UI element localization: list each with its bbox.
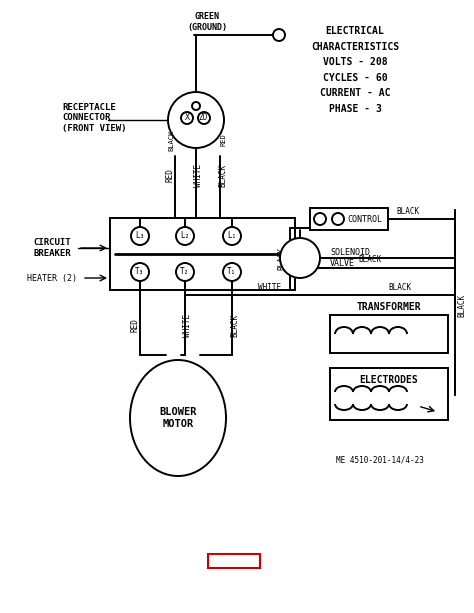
Text: HEATER (2): HEATER (2) [27, 273, 77, 283]
Circle shape [192, 102, 200, 110]
Text: ELECTRODES: ELECTRODES [360, 375, 419, 385]
Text: BLACK: BLACK [388, 283, 411, 292]
Bar [208, 554, 260, 568]
Text: BLACK: BLACK [219, 164, 228, 186]
Circle shape [273, 29, 285, 41]
Circle shape [223, 263, 241, 281]
Text: ZO: ZO [199, 113, 208, 123]
Text: T₃: T₃ [136, 267, 145, 276]
Circle shape [131, 263, 149, 281]
Text: BLACK: BLACK [230, 313, 239, 337]
Text: CONTROL: CONTROL [347, 215, 383, 224]
Text: BLACK: BLACK [277, 246, 286, 270]
Circle shape [198, 112, 210, 124]
Text: BLACK: BLACK [457, 294, 466, 316]
Circle shape [131, 227, 149, 245]
Text: L₂: L₂ [181, 232, 190, 240]
Text: L₃: L₃ [136, 232, 145, 240]
Text: T₂: T₂ [181, 267, 190, 276]
Circle shape [176, 227, 194, 245]
Text: SOLENOID
VALVE: SOLENOID VALVE [330, 248, 370, 268]
Circle shape [168, 92, 224, 148]
Circle shape [176, 263, 194, 281]
Bar [110, 218, 295, 290]
Text: BLACK: BLACK [396, 207, 419, 216]
Bar [330, 315, 448, 353]
Text: X: X [184, 113, 190, 123]
Text: WHITE: WHITE [194, 164, 203, 186]
Text: L₁: L₁ [228, 232, 237, 240]
Circle shape [223, 227, 241, 245]
Bar [330, 368, 448, 420]
Circle shape [181, 112, 193, 124]
Circle shape [332, 213, 344, 225]
Text: WHITE: WHITE [183, 313, 192, 337]
Text: TRANSFORMER: TRANSFORMER [357, 302, 421, 312]
Text: RED: RED [130, 318, 139, 332]
Text: RECEPTACLE
CONNECTOR
(FRONT VIEW): RECEPTACLE CONNECTOR (FRONT VIEW) [62, 103, 127, 133]
Circle shape [280, 238, 320, 278]
Circle shape [314, 213, 326, 225]
Text: CIRCUIT
BREAKER: CIRCUIT BREAKER [33, 238, 71, 257]
Text: BLOWER
MOTOR: BLOWER MOTOR [159, 407, 197, 429]
Text: WHITE: WHITE [258, 283, 282, 292]
Text: GREEN
(GROUND): GREEN (GROUND) [187, 12, 227, 32]
Text: ELECTRICAL
CHARACTERISTICS
VOLTS - 208
CYCLES - 60
CURRENT - AC
PHASE - 3: ELECTRICAL CHARACTERISTICS VOLTS - 208 C… [311, 26, 399, 114]
Ellipse shape [130, 360, 226, 476]
Text: RED: RED [221, 134, 227, 147]
Text: BLACK: BLACK [358, 256, 382, 264]
Text: ME 4510-201-14/4-23: ME 4510-201-14/4-23 [336, 455, 424, 465]
Text: T₁: T₁ [228, 267, 237, 276]
Text: RED: RED [165, 168, 174, 182]
Bar [310, 208, 388, 230]
Text: BLACK: BLACK [168, 129, 174, 151]
